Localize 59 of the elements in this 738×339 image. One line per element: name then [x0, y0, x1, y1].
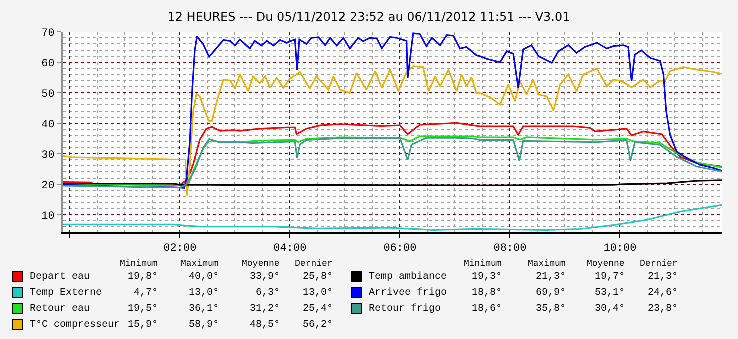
text: 53,1°: [595, 288, 626, 299]
text: 40,0°: [189, 272, 220, 283]
y-tick-label: 60: [42, 58, 55, 70]
y-tick-label: 30: [42, 150, 55, 162]
text: 25,8°: [303, 272, 334, 283]
text: 19,7°: [595, 272, 626, 283]
x-tick-label: 02:00: [164, 243, 197, 256]
text: Moyenne: [242, 259, 280, 269]
legend-label: Temp ambiance: [369, 271, 448, 283]
chart-title: 12 HEURES --- Du 05/11/2012 23:52 au 06/11/2012 11:51 --- V3.01: [168, 10, 570, 24]
text: Maximum: [181, 259, 219, 269]
text: 31,2°: [250, 304, 280, 315]
y-tick-label: 40: [42, 119, 55, 132]
text: 24,6°: [648, 288, 678, 299]
text: 30,4°: [595, 304, 626, 315]
text: 4,7°: [134, 288, 158, 299]
text: 56,2°: [303, 320, 334, 331]
text: 36,1°: [189, 304, 220, 315]
text: 25,4°: [303, 304, 334, 315]
text: 6,3°: [256, 288, 280, 299]
text: 18,6°: [472, 304, 502, 315]
legend-label: Depart eau: [30, 272, 90, 283]
line-series: [63, 66, 722, 197]
y-tick-label: 20: [42, 180, 55, 192]
line-series: [63, 204, 722, 231]
legend-label: T°C compresseur: [30, 320, 120, 331]
text: 23,8°: [648, 304, 678, 315]
y-tick-label: 50: [42, 88, 55, 101]
legend-label: Temp Externe: [30, 288, 102, 299]
legend-label: Retour frigo: [369, 303, 442, 315]
text: Dernier: [295, 259, 333, 269]
text: 58,9°: [189, 320, 220, 331]
line-series: [63, 32, 722, 189]
legend-label: Arrivee frigo: [369, 287, 448, 299]
text: 21,3°: [536, 272, 566, 283]
y-tick-label: 10: [42, 210, 55, 223]
text: 48,5°: [250, 320, 280, 331]
text: 35,8°: [536, 304, 566, 315]
text: 19,3°: [472, 272, 502, 283]
text: 15,9°: [128, 320, 158, 331]
text: Moyenne: [587, 259, 625, 269]
y-tick-label: 70: [42, 28, 55, 40]
x-tick-label: 04:00: [274, 243, 307, 256]
x-tick-label: 10:00: [604, 243, 637, 256]
text: 69,9°: [536, 288, 566, 299]
x-tick-label: 06:00: [384, 243, 417, 256]
text: 13,0°: [303, 288, 334, 299]
text: 19,8°: [128, 272, 158, 283]
text: Dernier: [640, 259, 678, 269]
text: 13,0°: [189, 288, 220, 299]
legend-label: Retour eau: [30, 304, 90, 315]
text: Minimum: [120, 259, 158, 269]
x-tick-label: 08:00: [494, 243, 527, 256]
text: Minimum: [464, 259, 502, 269]
text: 19,5°: [128, 304, 158, 315]
text: 33,9°: [250, 272, 280, 283]
text: Maximum: [528, 259, 566, 269]
text: 18,8°: [472, 288, 502, 299]
text: 21,3°: [648, 272, 678, 283]
